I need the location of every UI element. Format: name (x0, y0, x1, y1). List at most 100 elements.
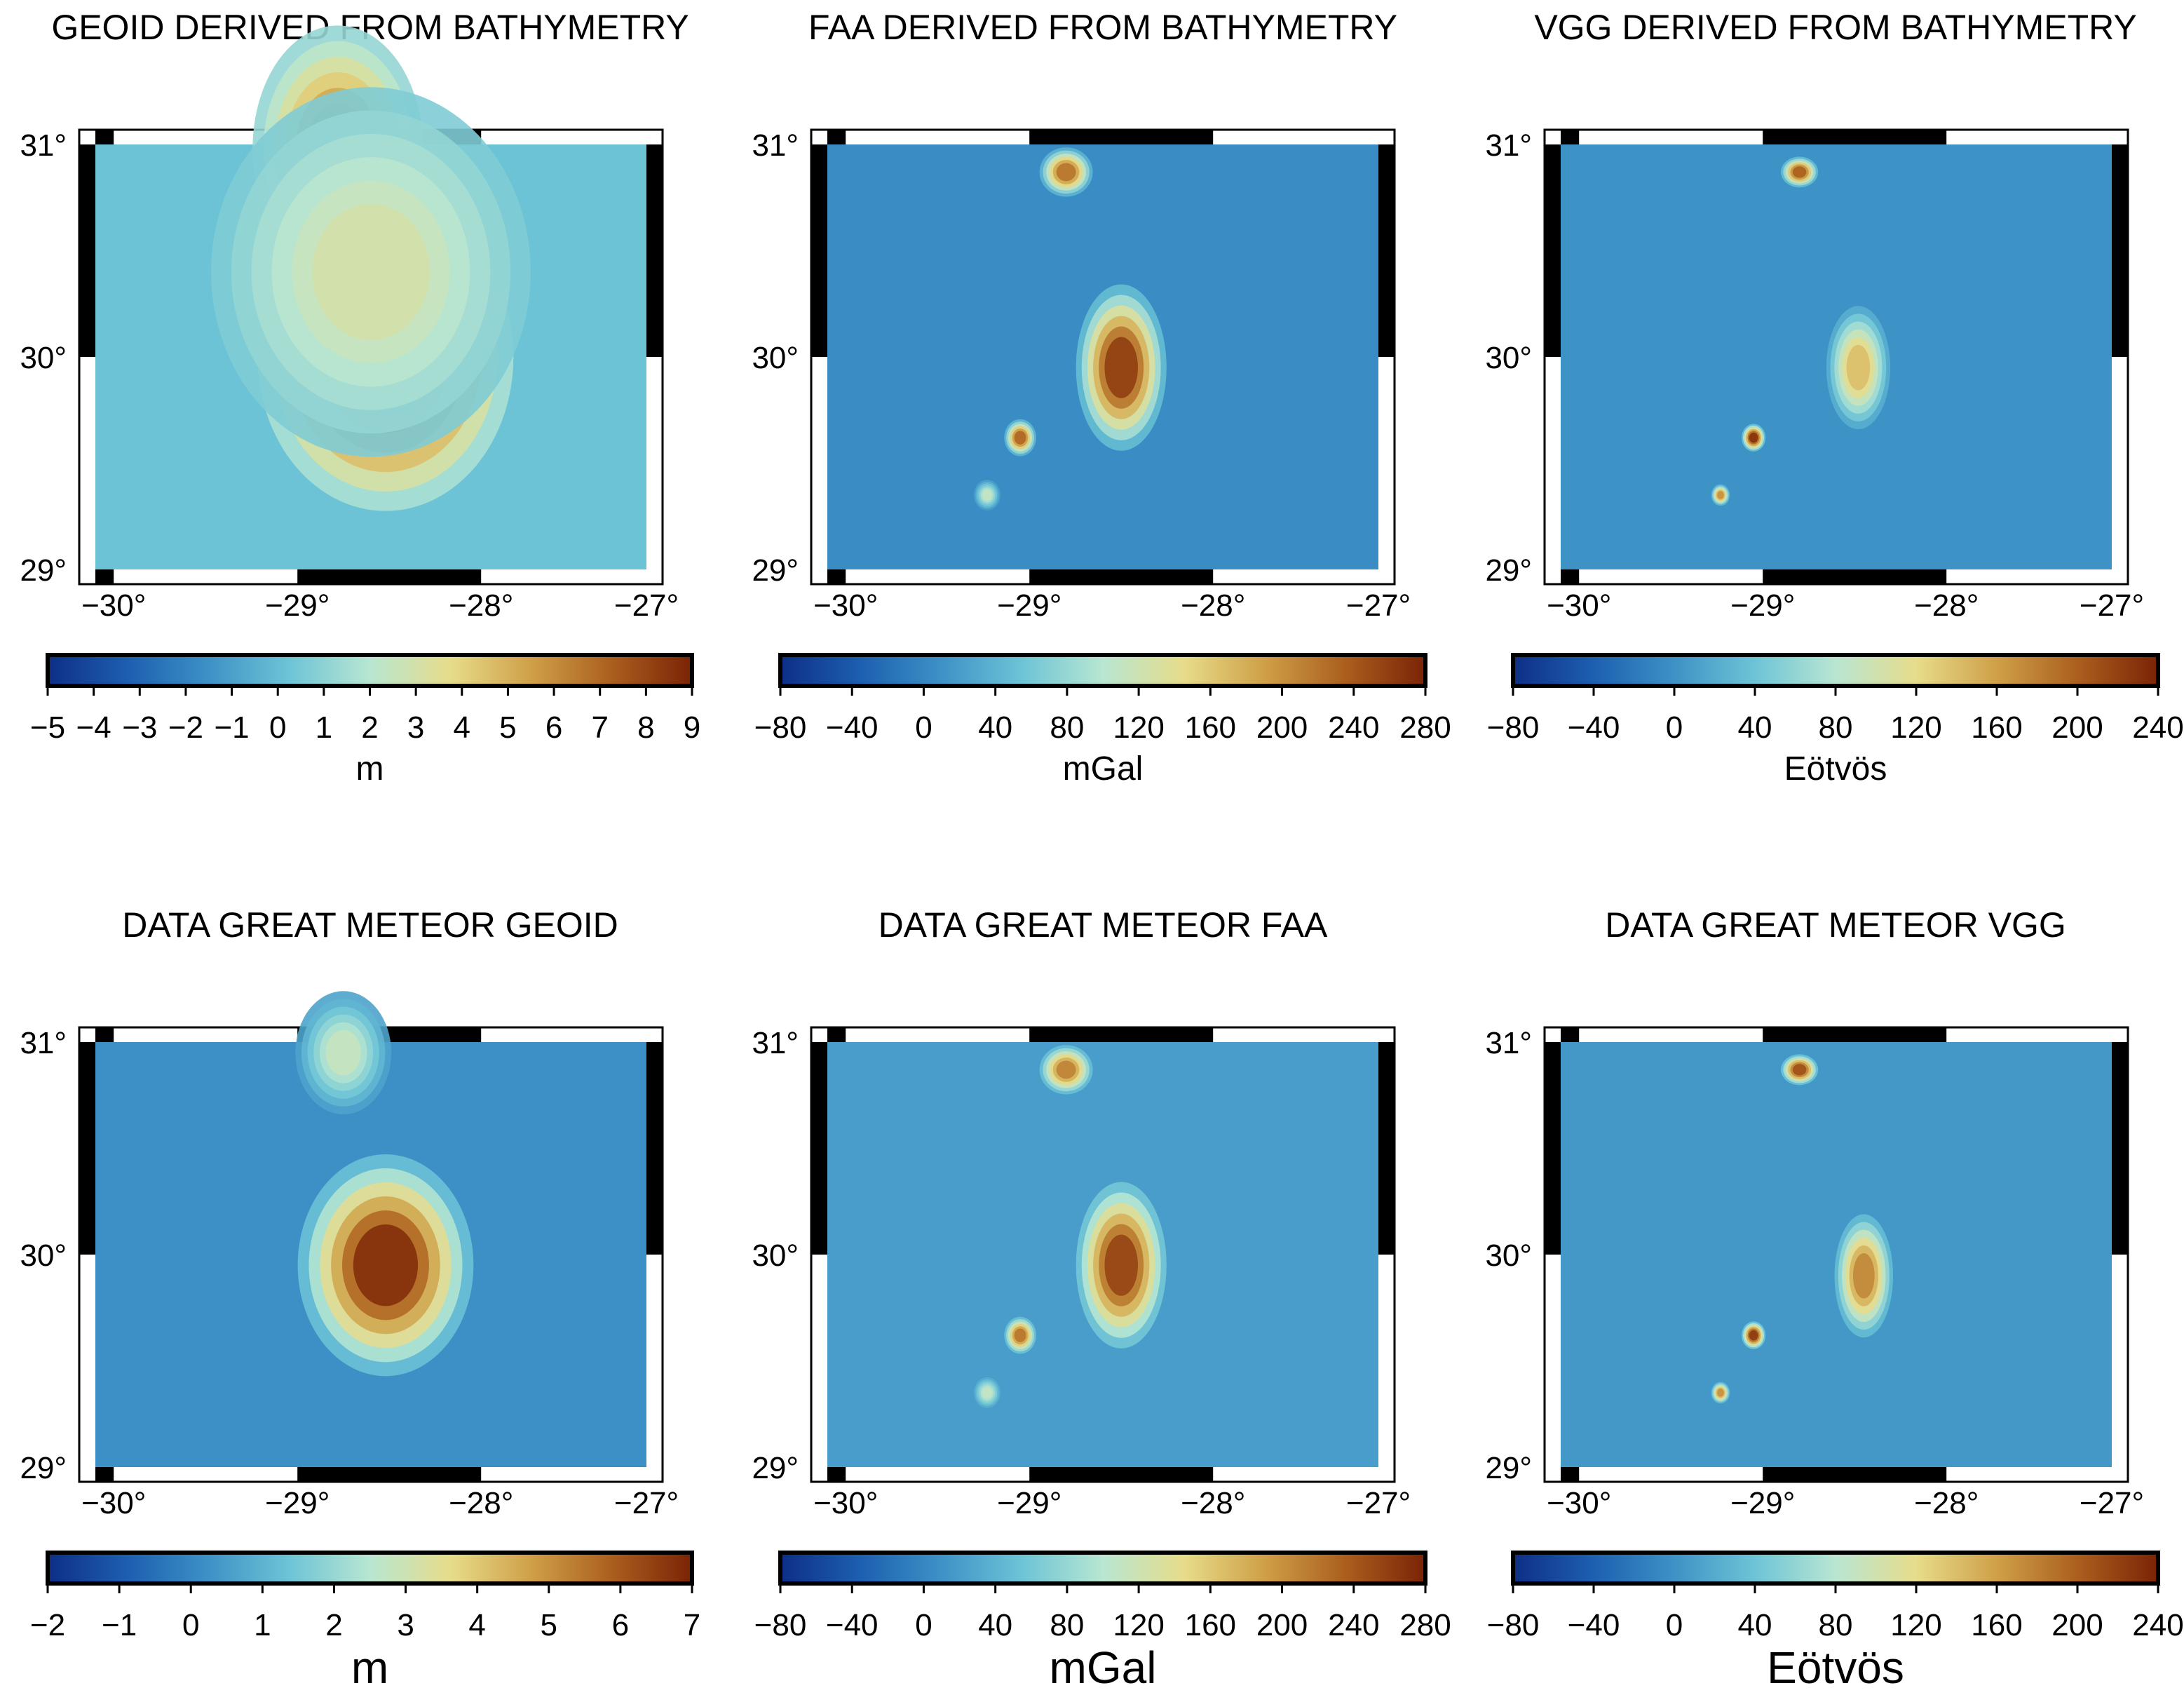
chart1-colorbar-tick-label: 1 (316, 710, 332, 745)
chart5-lat-label: 30° (752, 1238, 799, 1273)
chart2-lon-label: −27° (1346, 588, 1411, 623)
chart4-colorbar-tick-label: 4 (468, 1608, 485, 1642)
chart1-colorbar-unit: m (356, 750, 384, 788)
chart5-colorbar-tick-label: 200 (1256, 1608, 1308, 1642)
chart2-colorbar-tick-label: 120 (1113, 710, 1164, 745)
chart3-lon-label: −29° (1730, 588, 1795, 623)
chart3-colorbar-unit: Eötvös (1784, 750, 1887, 788)
chart1-colorbar-tick-label: 8 (637, 710, 654, 745)
chart6-frame-right-seg (2112, 1042, 2128, 1255)
chart2-colorbar-tick-label: 80 (1050, 710, 1084, 745)
chart2-lon-label: −28° (1181, 588, 1245, 623)
chart1-lon-label: −29° (265, 588, 330, 623)
chart1-colorbar (46, 653, 694, 688)
chart5-lon-label: −28° (1181, 1486, 1245, 1520)
chart1-colorbar-tick-label: 4 (454, 710, 470, 745)
chart6-feature-3-contour (1749, 1330, 1758, 1341)
chart5-feature-2-contour (1056, 1060, 1076, 1079)
chart4-lat-label: 29° (20, 1451, 67, 1485)
chart1-colorbar-tick-label: 3 (407, 710, 424, 745)
chart4-panel: DATA GREAT METEOR GEOID 31° 30° 29° −30° −29°… (20, 905, 700, 1693)
chart5-colorbar-tick-label: 80 (1050, 1608, 1084, 1642)
chart3-colorbar-tick-label: 80 (1819, 710, 1853, 745)
chart4-title: DATA GREAT METEOR GEOID (122, 905, 618, 945)
chart1-lon-label: −28° (449, 588, 513, 623)
chart1-colorbar-tick-label: −4 (76, 710, 111, 745)
chart2-colorbar-tick-label: 0 (915, 710, 932, 745)
chart3-lon-label: −28° (1914, 588, 1979, 623)
chart3-feature-2-contour (1792, 166, 1807, 178)
chart2-feature-1-contour (1104, 337, 1138, 398)
chart5-feature-4-contour (982, 1386, 992, 1399)
chart1-frame-top-seg (95, 130, 114, 144)
chart3-colorbar (1511, 653, 2160, 688)
chart6-title: DATA GREAT METEOR VGG (1605, 905, 2066, 945)
chart3-colorbar-tick-label: 240 (2132, 710, 2183, 745)
chart5-frame-bottom-seg (827, 1467, 846, 1482)
chart3-lat-label: 29° (1485, 553, 1532, 588)
chart6-colorbar-tick-label: −40 (1568, 1608, 1620, 1642)
chart4-colorbar-tick-label: 5 (541, 1608, 557, 1642)
chart3-colorbar-tick-label: −40 (1568, 710, 1620, 745)
chart6-frame-top-seg (1763, 1027, 1947, 1042)
chart3-colorbar-tick-label: 160 (1971, 710, 2022, 745)
chart6-frame-bottom-seg (1763, 1467, 1947, 1482)
chart3-panel: VGG DERIVED FROM BATHYMETRY 31° 30° 29° −30°… (1485, 8, 2183, 788)
chart2-panel: FAA DERIVED FROM BATHYMETRY 31° 30° 29° −30°… (752, 8, 1451, 788)
chart6-colorbar-unit: Eötvös (1767, 1642, 1904, 1693)
chart3-colorbar-tick-label: −80 (1487, 710, 1540, 745)
chart5-colorbar-tick-label: 240 (1328, 1608, 1379, 1642)
chart2-lat-label: 31° (752, 128, 799, 163)
chart2-frame-bottom-seg (827, 569, 846, 584)
chart1-colorbar-tick-label: −5 (30, 710, 65, 745)
chart2-frame-bottom-seg (1029, 569, 1214, 584)
chart3-frame-top-seg (1763, 130, 1947, 144)
chart1-colorbar-tick-label: 0 (269, 710, 286, 745)
chart3-feature-1-contour (1846, 344, 1871, 391)
chart6-colorbar-tick-label: 200 (2051, 1608, 2103, 1642)
chart3-lon-label: −27° (2080, 588, 2144, 623)
chart1-panel: GEOID DERIVED FROM BATHYMETRY31°30°29°−3… (20, 8, 700, 788)
chart3-lon-label: −30° (1547, 588, 1611, 623)
chart2-colorbar-tick-label: −80 (754, 710, 807, 745)
chart5-colorbar-unit: mGal (1050, 1642, 1157, 1693)
chart5-lon-label: −29° (997, 1486, 1062, 1520)
chart4-frame-left-seg (79, 1042, 95, 1255)
chart1-frame-bottom-seg (95, 569, 114, 584)
chart3-frame-bottom-seg (1561, 569, 1580, 584)
chart2-frame-right-seg (1378, 144, 1395, 357)
chart4-feature-1-contour (353, 1224, 419, 1306)
chart4-colorbar (46, 1551, 694, 1586)
chart5-feature-3-contour (1014, 1328, 1026, 1342)
chart1-colorbar-tick-label: 7 (591, 710, 608, 745)
chart1-frame-right-seg (646, 144, 663, 357)
chart6-colorbar-tick-label: 120 (1890, 1608, 1941, 1642)
chart3-colorbar-tick-label: 40 (1738, 710, 1772, 745)
chart1-lat-label: 30° (20, 341, 67, 375)
chart3-lat-label: 30° (1485, 341, 1532, 375)
chart5-panel: DATA GREAT METEOR FAA 31° 30° 29° −30° −29° −2… (752, 905, 1451, 1693)
chart3-title: VGG DERIVED FROM BATHYMETRY (1534, 8, 2136, 47)
chart6-feature-4-contour (1717, 1389, 1724, 1397)
chart5-colorbar (778, 1551, 1427, 1586)
chart3-lat-label: 31° (1485, 128, 1532, 163)
chart2-colorbar-tick-label: 280 (1399, 710, 1451, 745)
chart1-colorbar-tick-label: 6 (545, 710, 562, 745)
chart5-colorbar-tick-label: 280 (1399, 1608, 1451, 1642)
chart3-feature-3-contour (1749, 432, 1758, 443)
chart6-colorbar-tick-label: 0 (1666, 1608, 1683, 1642)
chart3-frame-top-seg (1561, 130, 1580, 144)
chart3-colorbar-tick-label: 200 (2051, 710, 2103, 745)
chart3-frame-left-seg (1545, 144, 1561, 357)
chart6-colorbar-tick-label: 160 (1971, 1608, 2022, 1642)
chart2-title: FAA DERIVED FROM BATHYMETRY (808, 8, 1397, 47)
chart2-colorbar-unit: mGal (1063, 750, 1144, 788)
chart5-feature-1-contour (1104, 1234, 1138, 1296)
chart6-colorbar-tick-label: 80 (1819, 1608, 1853, 1642)
chart4-colorbar-tick-label: 2 (325, 1608, 342, 1642)
chart2-feature-2-contour (1056, 163, 1076, 182)
chart6-frame-bottom-seg (1561, 1467, 1580, 1482)
chart6-map-background (1561, 1042, 2112, 1467)
chart6-panel: DATA GREAT METEOR VGG 31° 30° 29° −30° −29° −2… (1485, 905, 2183, 1693)
chart6-lon-label: −27° (2080, 1486, 2144, 1520)
